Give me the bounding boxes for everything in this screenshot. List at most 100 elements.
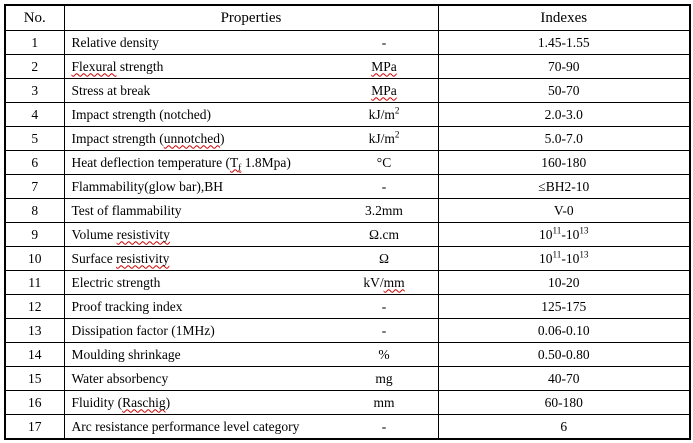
property-cell-content: Volume resistivity Ω.cm (65, 226, 437, 243)
table-row: 4 Impact strength (notched) kJ/m2 2.0-3.… (4, 102, 691, 127)
index-value: 1011-1013 (437, 222, 691, 247)
row-number-cell: 13 (4, 318, 65, 343)
property-cell: Flexural strength MPa (63, 54, 439, 79)
index-value: 70-90 (437, 54, 691, 79)
property-cell-content: Impact strength (notched) kJ/m2 (65, 105, 437, 123)
index-value: ≤BH2-10 (437, 174, 691, 199)
row-number-cell: 11 (4, 270, 65, 295)
index-value: 0.06-0.10 (437, 318, 691, 343)
col-header-indexes: Indexes (437, 4, 691, 31)
property-unit: kJ/m2 (368, 129, 400, 146)
property-cell: Test of flammability 3.2mm (63, 198, 439, 223)
index-value: 5.0-7.0 (437, 126, 691, 151)
property-name: Electric strength (71, 274, 161, 290)
row-number-cell: 4 (4, 102, 65, 127)
table-row: 14 Moulding shrinkage % 0.50-0.80 (4, 342, 691, 367)
property-cell-content: Arc resistance performance level categor… (65, 418, 437, 435)
table-row: 6 Heat deflection temperature (Tf 1.8Mpa… (4, 150, 691, 175)
index-value: 125-175 (437, 294, 691, 319)
property-cell-content: Flammability(glow bar),BH - (65, 179, 437, 195)
property-cell: Relative density - (63, 30, 439, 55)
table-row: 11 Electric strength kV/mm 10-20 (4, 270, 691, 295)
table-row: 7 Flammability(glow bar),BH - ≤BH2-10 (4, 174, 691, 199)
property-cell: Water absorbency mg (63, 366, 439, 391)
property-cell-content: Surface resistivity Ω (65, 250, 437, 267)
property-name: Stress at break (71, 82, 151, 98)
table-body: 1 Relative density - 1.45-1.55 2 Flexura… (4, 30, 691, 440)
property-cell-content: Test of flammability 3.2mm (65, 202, 437, 219)
property-name: Water absorbency (71, 370, 169, 386)
row-number-cell: 17 (4, 414, 65, 440)
property-unit: - (381, 298, 387, 314)
properties-table: No. Properties Indexes 1 Relative densit… (4, 4, 691, 440)
property-cell: Dissipation factor (1MHz) - (63, 318, 439, 343)
table-row: 10 Surface resistivity Ω 1011-1013 (4, 246, 691, 271)
row-number-cell: 14 (4, 342, 65, 367)
table-row: 15 Water absorbency mg 40-70 (4, 366, 691, 391)
property-unit: °C (376, 154, 392, 170)
table-row: 13 Dissipation factor (1MHz) - 0.06-0.10 (4, 318, 691, 343)
table-row: 17 Arc resistance performance level cate… (4, 414, 691, 440)
property-cell: Flammability(glow bar),BH - (63, 174, 439, 199)
row-number-cell: 10 (4, 246, 65, 271)
property-unit: mm (373, 394, 395, 410)
row-number-cell: 5 (4, 126, 65, 151)
row-number-cell: 2 (4, 54, 65, 79)
property-cell: Impact strength (unnotched) kJ/m2 (63, 126, 439, 151)
property-cell-content: Moulding shrinkage % (65, 346, 437, 363)
row-number-cell: 12 (4, 294, 65, 319)
property-unit: MPa (371, 82, 397, 98)
property-name: Heat deflection temperature (Tf 1.8Mpa) (71, 154, 291, 173)
table-row: 9 Volume resistivity Ω.cm 1011-1013 (4, 222, 691, 247)
table-row: 16 Fluidity (Raschig) mm 60-180 (4, 390, 691, 415)
property-unit: MPa (371, 58, 397, 74)
index-value: 1011-1013 (437, 246, 691, 271)
property-unit: kJ/m2 (368, 105, 400, 122)
table-row: 3 Stress at break MPa 50-70 (4, 78, 691, 103)
property-cell-content: Fluidity (Raschig) mm (65, 394, 437, 411)
table-row: 8 Test of flammability 3.2mm V-0 (4, 198, 691, 223)
property-cell-content: Water absorbency mg (65, 370, 437, 387)
header-row: No. Properties Indexes (4, 4, 691, 31)
index-value: 60-180 (437, 390, 691, 415)
property-name: Fluidity (Raschig) (71, 394, 171, 410)
property-name: Test of flammability (71, 202, 182, 218)
property-unit: % (378, 346, 390, 362)
property-unit: Ω (378, 250, 390, 266)
row-number-cell: 8 (4, 198, 65, 223)
property-cell-content: Dissipation factor (1MHz) - (65, 322, 437, 339)
row-number-cell: 3 (4, 78, 65, 103)
property-cell: Moulding shrinkage % (63, 342, 439, 367)
index-value: 40-70 (437, 366, 691, 391)
table-row: 5 Impact strength (unnotched) kJ/m2 5.0-… (4, 126, 691, 151)
row-number-cell: 9 (4, 222, 65, 247)
property-name: Impact strength (notched) (71, 106, 211, 122)
col-header-properties: Properties (63, 4, 439, 31)
property-name: Proof tracking index (71, 298, 183, 314)
index-value: 160-180 (437, 150, 691, 175)
property-unit: - (381, 418, 387, 434)
property-cell-content: Electric strength kV/mm (65, 274, 437, 291)
property-cell: Surface resistivity Ω (63, 246, 439, 271)
property-cell: Electric strength kV/mm (63, 270, 439, 295)
property-name: Relative density (71, 34, 159, 50)
property-name: Arc resistance performance level categor… (71, 418, 300, 434)
col-header-no: No. (4, 4, 65, 31)
row-number-cell: 15 (4, 366, 65, 391)
index-value: 1.45-1.55 (437, 30, 691, 55)
table-row: 1 Relative density - 1.45-1.55 (4, 30, 691, 55)
property-cell-content: Stress at break MPa (65, 82, 437, 99)
property-name: Volume resistivity (71, 226, 170, 242)
property-unit: - (381, 322, 387, 338)
property-unit: 3.2mm (365, 202, 403, 218)
row-number-cell: 16 (4, 390, 65, 415)
index-value: V-0 (437, 198, 691, 223)
row-number-cell: 1 (4, 30, 65, 55)
property-cell: Heat deflection temperature (Tf 1.8Mpa) … (63, 150, 439, 175)
property-cell-content: Relative density - (65, 34, 437, 51)
property-unit: mg (375, 370, 393, 386)
index-value: 10-20 (437, 270, 691, 295)
property-cell: Fluidity (Raschig) mm (63, 390, 439, 415)
property-cell: Stress at break MPa (63, 78, 439, 103)
